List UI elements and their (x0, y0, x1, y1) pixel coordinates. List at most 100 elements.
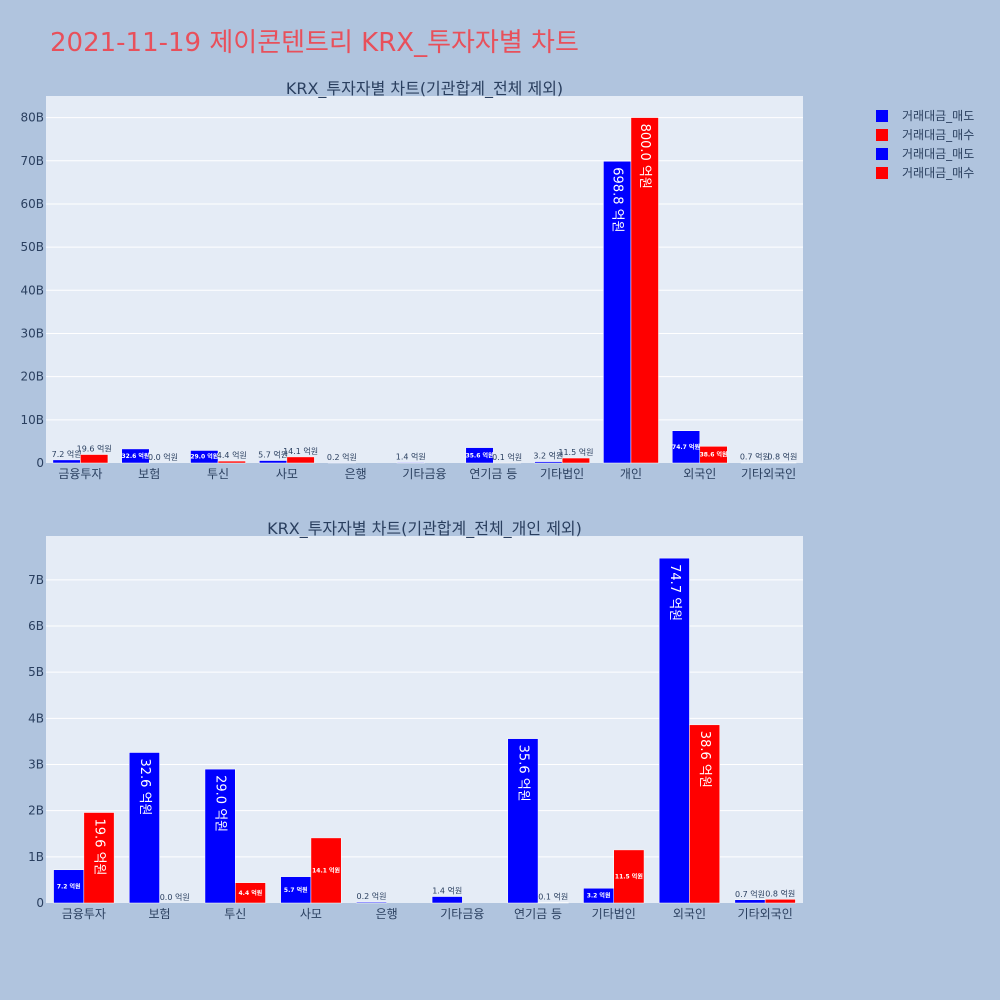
bar (204, 768, 236, 904)
bar (190, 450, 219, 464)
bar (396, 462, 425, 464)
data-label: 7.2 억원 (57, 882, 81, 890)
y-tick-label: 20B (20, 370, 44, 384)
data-label: 32.6 억원 (137, 759, 152, 816)
data-label: 1.4 억원 (432, 886, 462, 896)
data-label: 0.0 억원 (160, 892, 190, 902)
y-tick-label: 3B (28, 758, 44, 772)
data-label: 0.1 억원 (492, 452, 522, 462)
x-tick-label: 은행 (345, 466, 367, 481)
data-label: 35.6 억원 (466, 451, 494, 459)
data-label: 32.6 억원 (121, 452, 149, 460)
legend-swatch-buy (876, 166, 888, 179)
x-tick-label: 투신 (207, 467, 229, 481)
y-tick-label: 5B (28, 665, 44, 679)
x-tick-label: 사모 (276, 467, 298, 481)
legend-label: 거래대금_매수 (902, 166, 975, 180)
data-label: 19.6 억원 (91, 819, 106, 876)
x-tick-label: 보험 (138, 467, 160, 481)
y-tick-label: 7B (28, 573, 44, 587)
legend-label: 거래대금_매수 (902, 128, 975, 142)
legend-item-sell[interactable]: 거래대금_매도 (876, 106, 974, 125)
x-tick-label: 기타금융 (402, 467, 446, 481)
plot-area (46, 96, 803, 463)
chart-bottom: 0 1B 2B 3B 4B 5B 6B 7B KRX_투자자별 차트(기관합계_전체_개인 제외… (28, 519, 803, 921)
data-label: 38.6 억원 (700, 451, 728, 459)
bar (217, 460, 246, 464)
bar (310, 837, 342, 904)
y-tick-label: 6B (28, 619, 44, 633)
y-tick-label: 30B (20, 326, 44, 340)
chart-title: KRX_투자자별 차트(기관합계_전체_개인 제외) (267, 519, 582, 539)
data-label: 0.7 억원 (735, 889, 765, 899)
data-label: 7.2 억원 (52, 449, 82, 459)
x-tick-label: 금융투자 (62, 907, 106, 921)
x-tick-label: 보험 (149, 907, 171, 921)
data-label: 0.0 억원 (148, 452, 178, 462)
data-label: 1.4 억원 (396, 451, 426, 461)
x-tick-label: 외국인 (673, 907, 706, 921)
data-label: 11.5 억원 (615, 872, 643, 880)
bar (52, 459, 81, 464)
bar (129, 752, 160, 904)
data-label: 4.4 억원 (217, 450, 247, 460)
data-label: 19.6 억원 (77, 444, 112, 454)
chart-top: 0 10B 20B 30B 40B 50B 60B 70B 80B KRX_투자자별 차트(기관합… (20, 79, 803, 481)
y-tick-label: 0 (36, 456, 44, 470)
bar (561, 457, 590, 464)
bar (764, 899, 796, 904)
bar (507, 738, 539, 904)
bar (689, 724, 720, 904)
data-label: 3.2 억원 (587, 892, 611, 900)
bar (699, 446, 728, 464)
x-tick-label: 기타외국인 (738, 907, 793, 921)
chart-title: KRX_투자자별 차트(기관합계_전체 제외) (286, 79, 563, 99)
bar (613, 849, 645, 904)
data-label: 14.1 억원 (283, 446, 318, 456)
x-tick-label: 사모 (300, 907, 322, 921)
bar (80, 454, 109, 464)
data-label: 800.0 억원 (637, 124, 652, 189)
x-tick-label: 연기금 등 (469, 467, 517, 481)
data-label: 5.7 억원 (258, 450, 288, 460)
x-tick-label: 기타법인 (540, 467, 584, 481)
legend: 거래대금_매도 거래대금_매수 거래대금_매도 거래대금_매수 (876, 106, 974, 182)
bar (235, 882, 266, 904)
x-tick-label: 은행 (376, 906, 398, 921)
legend-label: 거래대금_매도 (902, 147, 975, 161)
x-tick-label: 금융투자 (58, 467, 102, 481)
bar (671, 430, 701, 464)
bar (121, 448, 150, 464)
data-label: 74.7 억원 (667, 564, 682, 621)
data-label: 11.5 억원 (558, 447, 593, 457)
data-label: 5.7 억원 (284, 886, 308, 894)
data-label: 0.2 억원 (357, 891, 387, 901)
legend-item-buy[interactable]: 거래대금_매수 (876, 163, 974, 182)
bar (658, 557, 690, 904)
data-label: 29.0 억원 (190, 453, 218, 461)
x-tick-label: 투신 (224, 907, 246, 921)
x-tick-label: 기타법인 (592, 907, 636, 921)
legend-label: 거래대금_매도 (902, 109, 975, 123)
bar (83, 812, 115, 904)
bar (630, 117, 659, 464)
data-label: 0.7 억원 (740, 452, 770, 462)
bar (465, 447, 494, 464)
legend-item-sell[interactable]: 거래대금_매도 (876, 144, 974, 163)
bar (259, 460, 288, 464)
page-title: 2021-11-19 제이콘텐트리 KRX_투자자별 차트 (50, 28, 579, 58)
y-tick-label: 2B (28, 804, 44, 818)
y-tick-label: 1B (28, 850, 44, 864)
bar (280, 876, 312, 904)
legend-item-buy[interactable]: 거래대금_매수 (876, 125, 974, 144)
data-label: 74.7 억원 (672, 443, 700, 451)
x-tick-label: 기타금융 (440, 907, 484, 921)
bar (534, 461, 563, 464)
y-tick-label: 60B (20, 197, 44, 211)
x-tick-label: 기타외국인 (741, 467, 796, 481)
data-label: 3.2 억원 (533, 451, 563, 461)
legend-swatch-sell (876, 109, 888, 122)
x-tick-label: 외국인 (683, 467, 716, 481)
data-label: 0.1 억원 (538, 892, 568, 902)
